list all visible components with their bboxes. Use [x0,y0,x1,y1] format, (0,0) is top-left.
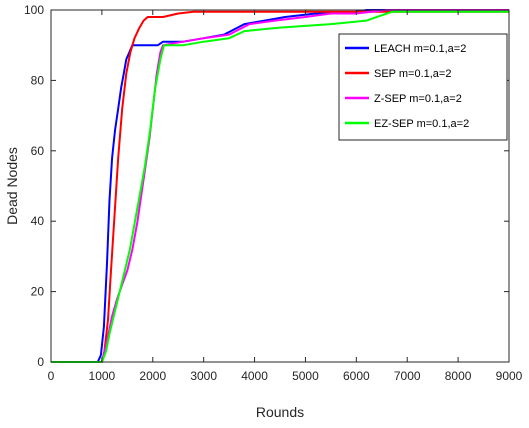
y-tick-label-4: 80 [31,73,45,87]
legend-label-2: Z-SEP m=0.1,a=2 [374,93,462,105]
legend-label-1: SEP m=0.1,a=2 [374,68,451,80]
legend-label-3: EZ-SEP m=0.1,a=2 [374,118,469,130]
x-tick-label-8: 8000 [445,369,472,383]
series-line-3 [51,10,509,363]
series-line-1 [51,10,509,363]
x-tick-label-1: 1000 [89,369,116,383]
ticks-layer: 0 1000 2000 3000 4000 5000 6000 7000 8000 9000 0 20… [24,3,523,383]
x-tick-label-9: 9000 [496,369,523,383]
plot-frame [50,9,510,363]
x-tick-label-5: 5000 [292,369,319,383]
legend: LEACH m=0.1,a=2 SEP m=0.1,a=2 Z-SEP m=0.1,… [338,33,508,141]
x-axis-title: Rounds [256,404,304,420]
series-layer [51,9,509,363]
y-tick-label-0: 0 [37,355,44,369]
y-tick-label-2: 40 [31,214,45,228]
y-tick-label-5: 100 [24,3,44,17]
y-tick-label-1: 20 [31,285,45,299]
legend-label-0: LEACH m=0.1,a=2 [374,43,466,55]
y-tick-label-3: 60 [31,144,45,158]
x-tick-label-0: 0 [48,369,55,383]
x-tick-label-3: 3000 [190,369,217,383]
x-tick-label-6: 6000 [343,369,370,383]
y-axis-title: Dead Nodes [4,147,20,225]
x-tick-label-7: 7000 [394,369,421,383]
x-tick-label-2: 2000 [139,369,166,383]
x-tick-label-4: 4000 [241,369,268,383]
